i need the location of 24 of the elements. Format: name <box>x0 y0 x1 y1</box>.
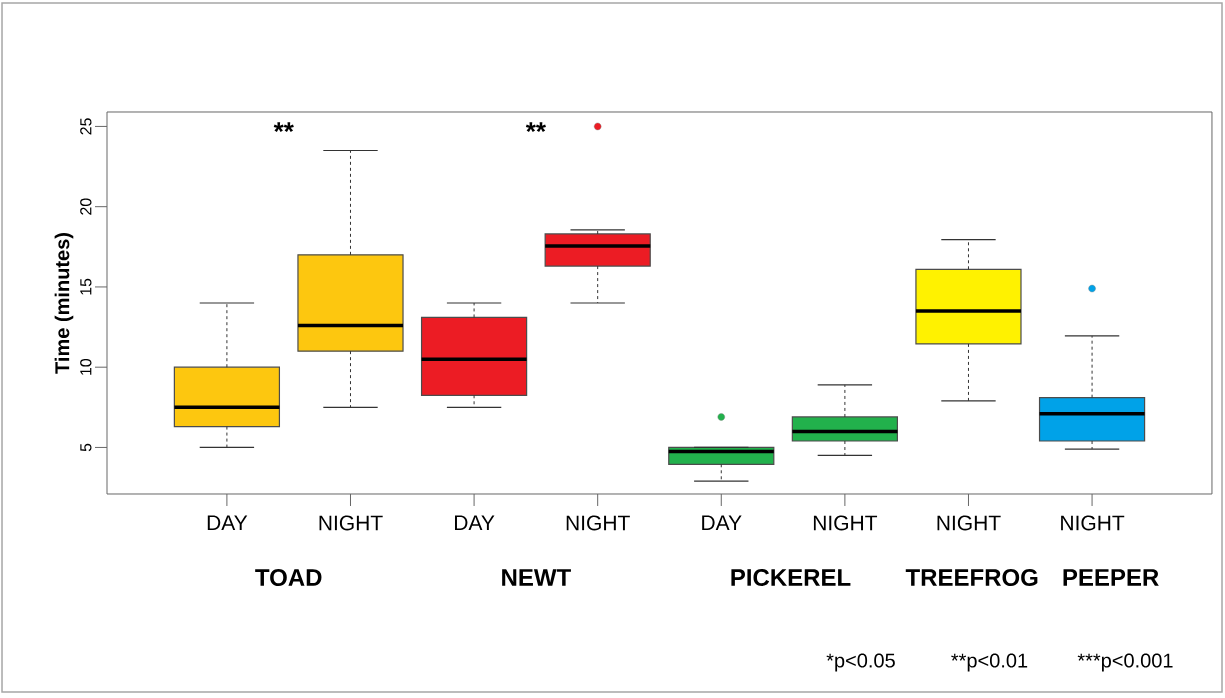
y-tick-label: 20 <box>80 198 92 215</box>
text: PICKEREL <box>731 568 851 586</box>
annotation: ** <box>525 122 546 132</box>
text: *p<0.05 <box>826 653 895 672</box>
y-axis-title: Time (minutes) <box>54 233 74 374</box>
x-tick-label: NIGHT <box>813 515 878 531</box>
x-tick-label: DAY <box>702 515 742 530</box>
text: PEEPER <box>1063 569 1159 586</box>
y-tick-label: 15 <box>80 278 92 295</box>
x-tick-label: NIGHT <box>319 515 383 531</box>
y-tick-label: 25 <box>80 118 92 135</box>
text: **p<0.01 <box>951 653 1028 672</box>
x-tick-label: DAY <box>455 515 495 530</box>
text: TREEFROG <box>905 568 1038 586</box>
y-tick-label: 5 <box>80 443 92 452</box>
text: ***p<0.001 <box>1077 653 1173 672</box>
x-tick-label: NIGHT <box>1061 515 1125 531</box>
annotation: ** <box>273 122 294 132</box>
x-tick-label: DAY <box>207 515 248 530</box>
y-tick-label: 10 <box>80 358 92 375</box>
text: NEWT <box>502 569 571 586</box>
text: TOAD <box>255 568 322 586</box>
x-tick-label: NIGHT <box>937 515 1001 531</box>
x-tick-label: NIGHT <box>566 515 630 531</box>
